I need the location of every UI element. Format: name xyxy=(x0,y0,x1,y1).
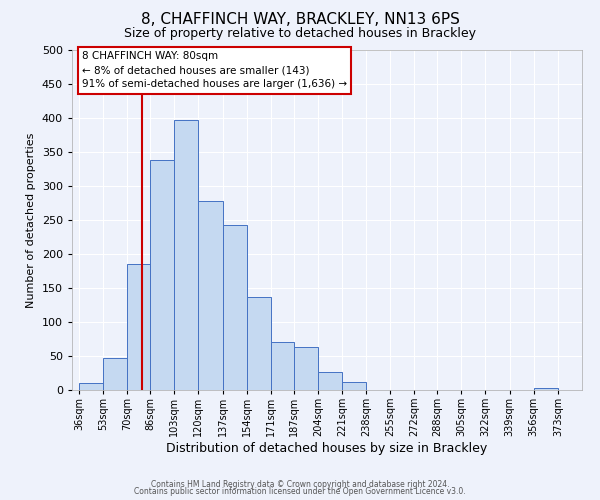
Bar xyxy=(79,383,103,390)
Y-axis label: Number of detached properties: Number of detached properties xyxy=(26,132,36,308)
Text: 8 CHAFFINCH WAY: 80sqm
← 8% of detached houses are smaller (143)
91% of semi-det: 8 CHAFFINCH WAY: 80sqm ← 8% of detached … xyxy=(82,52,347,90)
Text: Contains public sector information licensed under the Open Government Licence v3: Contains public sector information licen… xyxy=(134,487,466,496)
Bar xyxy=(533,388,558,390)
Bar xyxy=(150,160,174,390)
Text: Size of property relative to detached houses in Brackley: Size of property relative to detached ho… xyxy=(124,28,476,40)
X-axis label: Distribution of detached houses by size in Brackley: Distribution of detached houses by size … xyxy=(166,442,488,455)
Bar xyxy=(127,264,150,390)
Bar xyxy=(103,358,127,390)
Bar xyxy=(247,297,271,390)
Bar xyxy=(318,372,342,390)
Bar xyxy=(174,120,199,390)
Text: 8, CHAFFINCH WAY, BRACKLEY, NN13 6PS: 8, CHAFFINCH WAY, BRACKLEY, NN13 6PS xyxy=(140,12,460,28)
Bar xyxy=(342,382,366,390)
Bar xyxy=(271,342,293,390)
Bar xyxy=(293,347,318,390)
Bar xyxy=(199,201,223,390)
Bar xyxy=(223,226,247,390)
Text: Contains HM Land Registry data © Crown copyright and database right 2024.: Contains HM Land Registry data © Crown c… xyxy=(151,480,449,489)
